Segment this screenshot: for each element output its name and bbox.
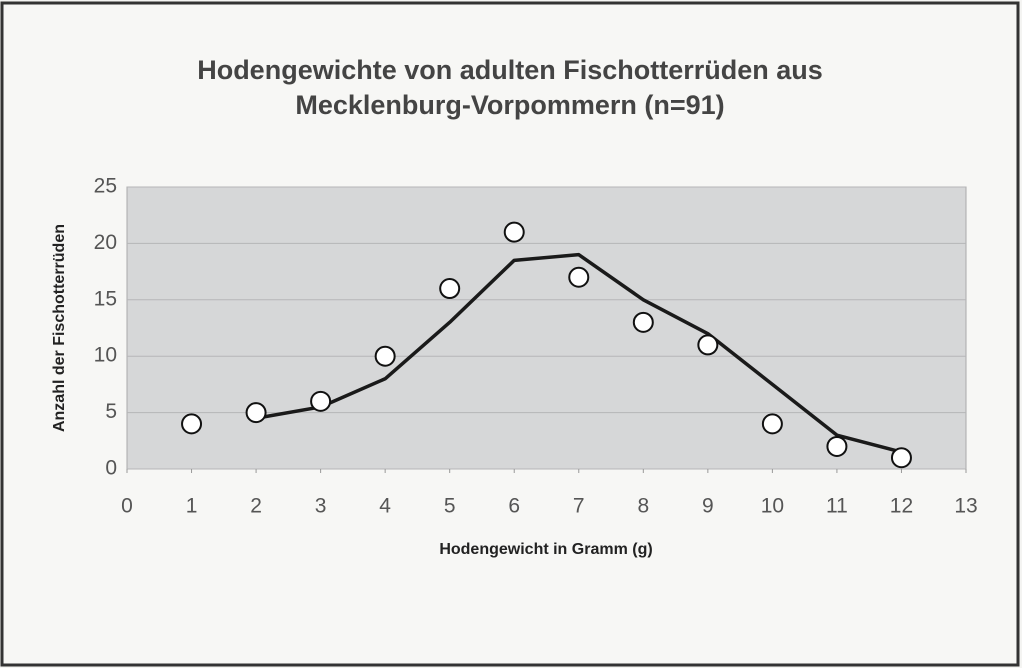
- x-tick-label: 8: [637, 495, 649, 518]
- data-point: [374, 345, 396, 367]
- y-tick-label: 5: [105, 400, 117, 423]
- x-axis-label: Hodengewicht in Gramm (g): [439, 541, 652, 558]
- y-tick-label: 25: [94, 175, 117, 198]
- x-tick-label: 12: [890, 495, 913, 518]
- y-tick-label: 15: [94, 287, 117, 310]
- x-tick-label: 2: [250, 495, 262, 518]
- x-tick-label: 13: [954, 495, 977, 518]
- y-tick-label: 20: [94, 231, 117, 254]
- y-tick-label: 0: [105, 457, 117, 480]
- x-tick-label: 5: [444, 495, 456, 518]
- x-tick-label: 0: [121, 495, 133, 518]
- trend-line: [255, 252, 902, 454]
- data-point: [181, 413, 203, 435]
- x-tick-label: 4: [379, 495, 391, 518]
- data-point: [697, 334, 719, 356]
- data-point: [245, 402, 267, 424]
- x-tick-label: 6: [508, 495, 520, 518]
- plot-area: [126, 186, 967, 470]
- chart-title: Hodengewichte von adulten Fischotterrüde…: [197, 55, 823, 85]
- chart-title: Mecklenburg-Vorpommern (n=91): [295, 90, 724, 120]
- y-tick-label: 10: [94, 344, 117, 367]
- data-point: [310, 390, 332, 412]
- data-point: [568, 266, 590, 288]
- x-tick-label: 7: [573, 495, 585, 518]
- x-tick-label: 3: [315, 495, 327, 518]
- x-tick-label: 10: [761, 495, 784, 518]
- data-point: [826, 435, 848, 457]
- data-point: [503, 221, 525, 243]
- data-point: [439, 278, 461, 300]
- x-tick-label: 1: [186, 495, 198, 518]
- x-tick-label: 11: [826, 495, 848, 518]
- y-axis-label: Anzahl der Fischotterrüden: [51, 224, 68, 432]
- data-point: [890, 447, 912, 469]
- x-tick-label: 9: [702, 495, 714, 518]
- data-point: [632, 311, 654, 333]
- data-point: [761, 413, 783, 435]
